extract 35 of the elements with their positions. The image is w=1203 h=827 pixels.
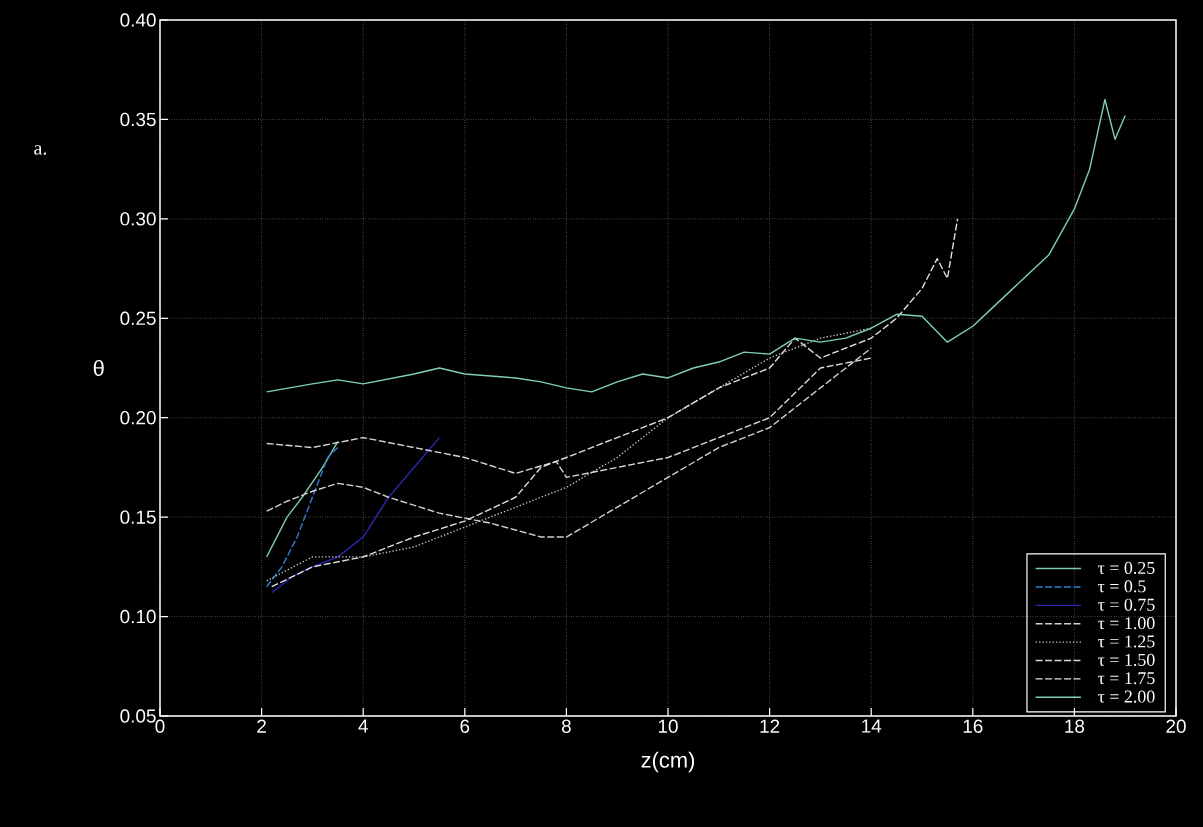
- x-tick-label: 18: [1065, 719, 1085, 733]
- text: a.: [34, 145, 47, 155]
- x-tick-label: 2: [257, 719, 266, 733]
- x-axis-title: z(cm): [641, 751, 695, 773]
- line-series: [265, 446, 339, 588]
- x-tick-label: 4: [358, 719, 368, 733]
- y-tick-label: 0.35: [120, 112, 156, 127]
- line-series: [265, 98, 1126, 393]
- y-tick-label: 0.30: [120, 212, 156, 226]
- x-tick-label: 8: [561, 719, 571, 733]
- y-tick-label: 0.15: [120, 510, 156, 524]
- legend-label: τ = 1.00: [1098, 617, 1155, 630]
- y-tick-label: 0.40: [120, 13, 156, 27]
- legend-label: τ = 1.75: [1098, 672, 1155, 685]
- line-series: [271, 436, 441, 594]
- legend-label: τ = 1.25: [1098, 635, 1155, 648]
- x-tick-label: 14: [862, 719, 882, 733]
- x-tick-label: 0: [155, 719, 165, 733]
- x-tick-label: 12: [760, 719, 780, 733]
- y-tick-label: 0.05: [120, 709, 156, 723]
- legend-label: τ = 2.00: [1098, 690, 1155, 703]
- legend-label: τ = 0.5: [1098, 580, 1146, 593]
- x-tick-label: 6: [460, 719, 470, 733]
- legend-label: τ = 0.25: [1098, 561, 1155, 575]
- x-tick-label: 16: [963, 719, 983, 733]
- y-tick-label: 0.20: [120, 411, 156, 425]
- legend-label: τ = 1.50: [1098, 653, 1155, 666]
- y-tick-label: 0.10: [120, 609, 156, 624]
- legend-label: τ = 0.75: [1098, 598, 1155, 611]
- line-series: [265, 347, 872, 538]
- x-tick-label: 10: [658, 719, 678, 733]
- y-axis-title: θ: [93, 359, 104, 377]
- line-series: [271, 218, 959, 588]
- y-tick-label: 0.25: [120, 311, 156, 325]
- x-tick-label: 20: [1166, 719, 1186, 733]
